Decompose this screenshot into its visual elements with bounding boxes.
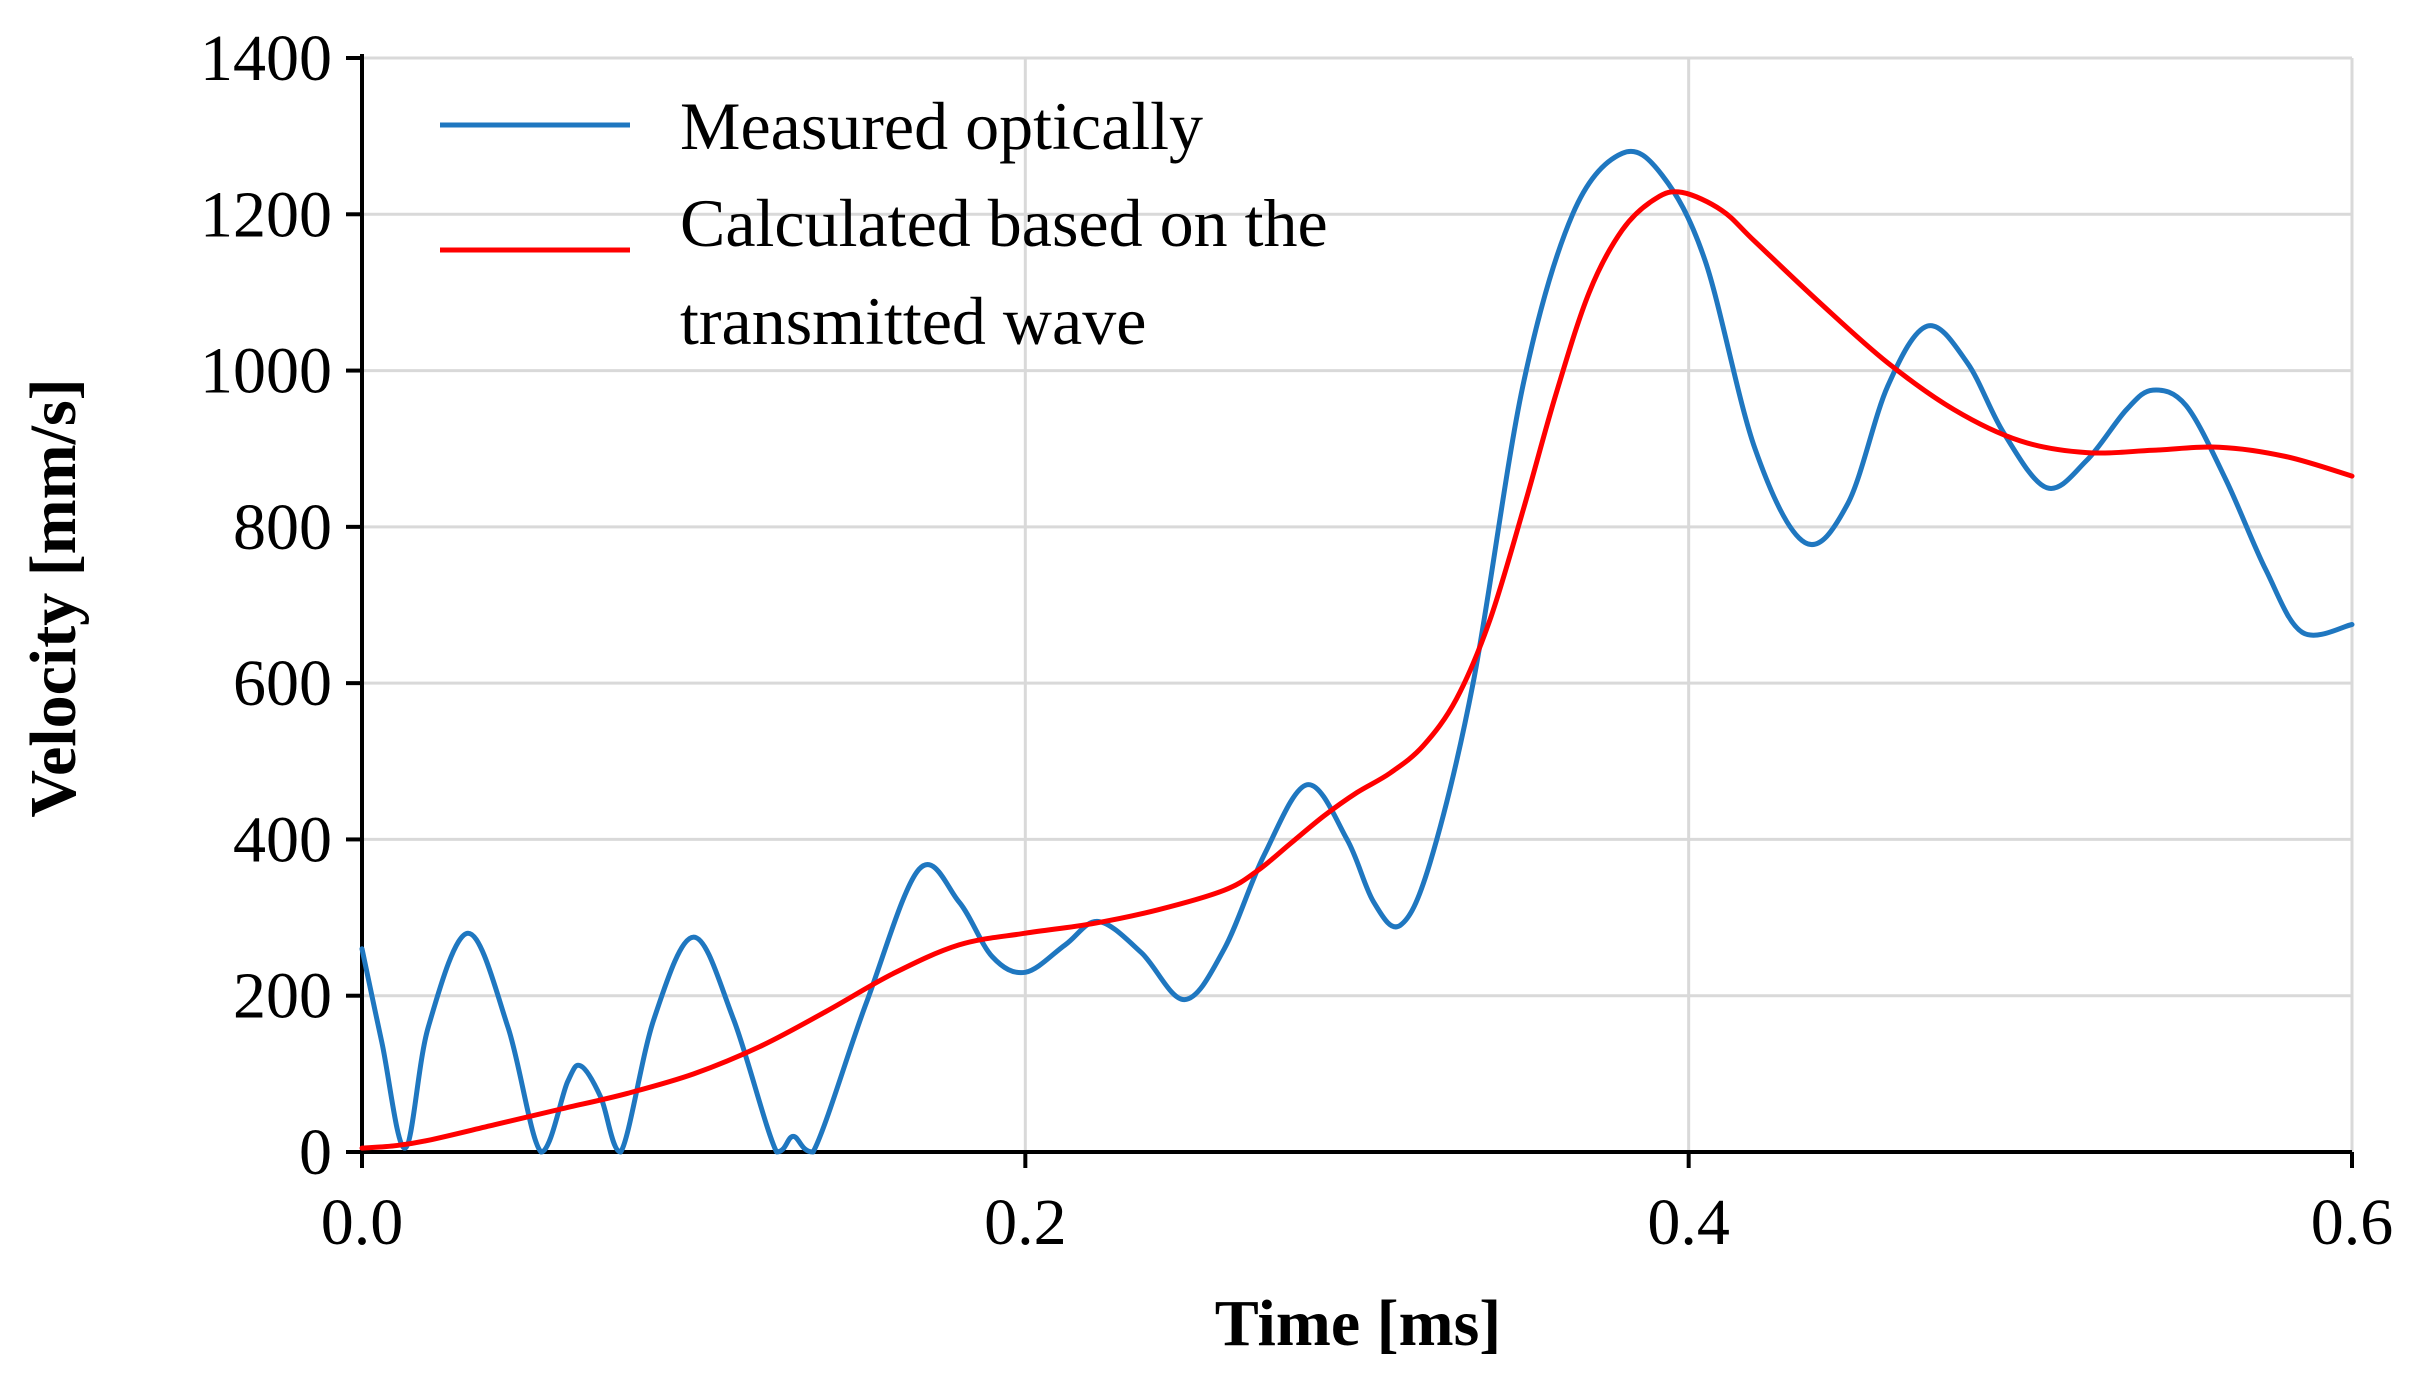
y-tick-label: 200: [233, 960, 332, 1033]
y-tick-label: 800: [233, 491, 332, 564]
axes-layer: [360, 54, 2352, 1154]
y-tick-label: 1200: [200, 178, 332, 251]
y-tick-label: 1400: [200, 22, 332, 95]
y-tick-label: 1000: [200, 335, 332, 408]
legend-label: Calculated based on the: [680, 185, 1328, 261]
ticks-layer: 0 200 400 600 800 1000 1200 1400 0.0 0.2 0.4 0.6: [200, 22, 2393, 1259]
x-tick-label: 0.0: [321, 1186, 404, 1259]
x-tick-label: 0.2: [984, 1186, 1067, 1259]
y-tick-label: 600: [233, 647, 332, 720]
x-axis-title: Time [ms]: [1215, 1287, 1502, 1360]
grid-layer: [362, 56, 2354, 1152]
legend-label: transmitted wave: [680, 283, 1146, 359]
series-layer: [359, 148, 2355, 1155]
x-tick-label: 0.4: [1647, 1186, 1730, 1259]
y-tick-label: 0: [299, 1116, 332, 1189]
series-line-measured-optically: [359, 148, 2355, 1155]
x-tick-label: 0.6: [2311, 1186, 2394, 1259]
y-axis-title: Velocity [mm/s]: [17, 378, 90, 817]
y-tick-label: 400: [233, 803, 332, 876]
series-line-calculated-transmitted-wave: [359, 189, 2355, 1151]
legend-label: Measured optically: [680, 88, 1203, 164]
legend: Measured optically Calculated based on th…: [440, 88, 1328, 359]
